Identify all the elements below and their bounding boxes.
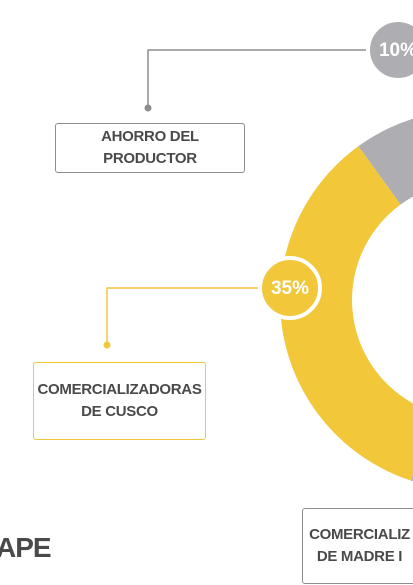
connector-dot [144,104,152,112]
donut-segment [358,118,413,205]
note-fragment: APE [0,532,52,563]
value-label: 35% [271,278,309,299]
value-label: 10% [379,40,413,61]
value-badge [258,256,322,320]
category-label: COMERCIALIZADORAS DE CUSCO [33,362,206,440]
value-badge [366,18,413,82]
connector-dot [103,341,111,349]
donut-segment [280,146,413,481]
category-label: AHORRO DEL PRODUCTOR [55,123,245,173]
connector [106,287,262,345]
connector [147,49,370,108]
category-label: COMERCIALIZ DE MADRE I [302,508,413,584]
